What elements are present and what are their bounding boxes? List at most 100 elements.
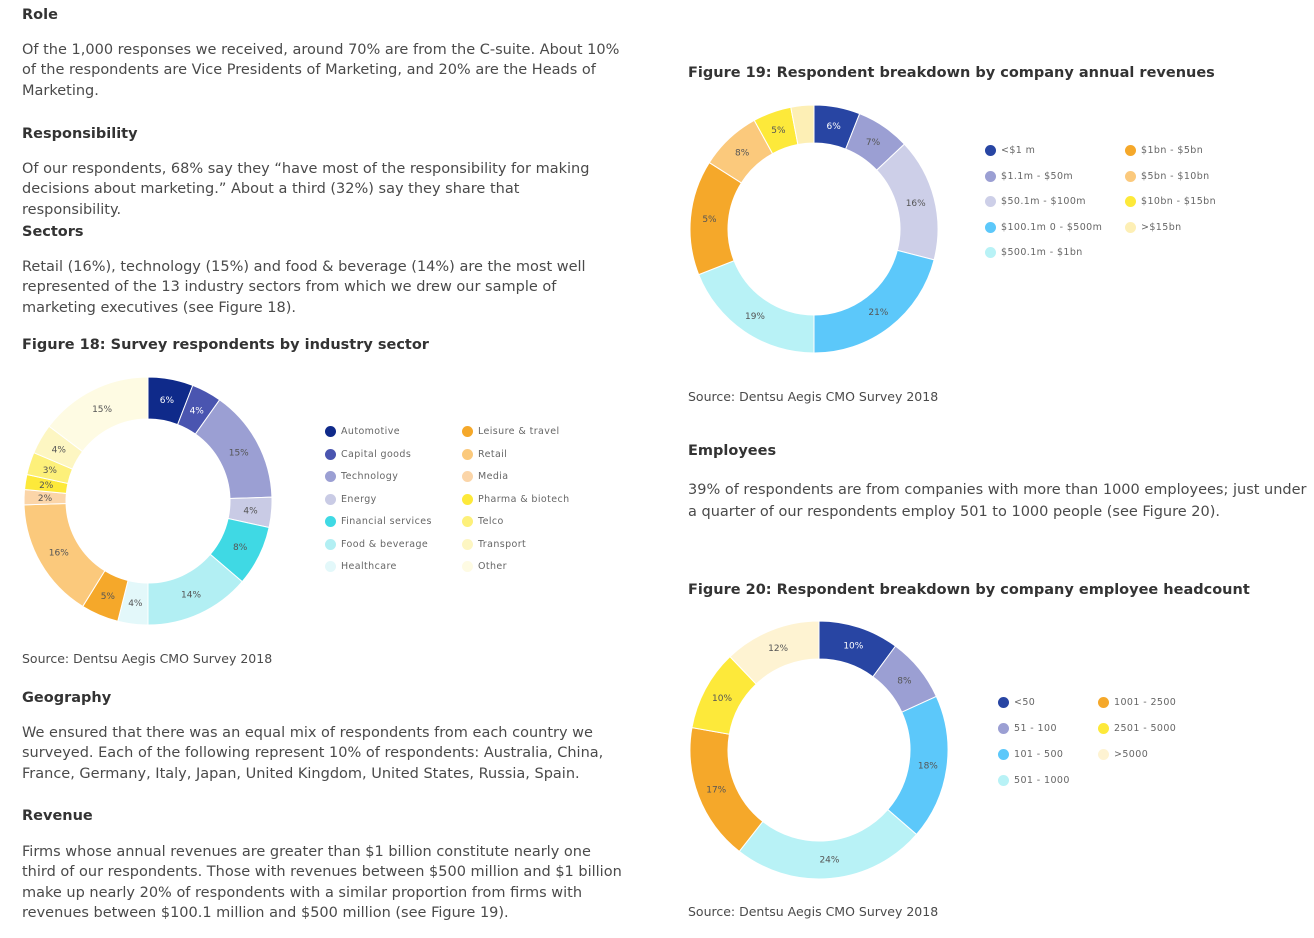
geography-text: We ensured that there was an equal mix o… bbox=[22, 725, 604, 782]
fig18-legend-swatch bbox=[462, 561, 473, 572]
fig19-legend-swatch bbox=[985, 247, 996, 258]
fig18-slice-label: 8% bbox=[233, 543, 248, 553]
figure-18-title: Figure 18: Survey respondents by industr… bbox=[22, 337, 429, 353]
fig19-legend-item: $1.1m - $50m bbox=[985, 170, 1073, 182]
fig20-legend-swatch bbox=[998, 697, 1009, 708]
fig20-legend-swatch bbox=[998, 723, 1009, 734]
fig19-legend-label: $500.1m - $1bn bbox=[1001, 247, 1083, 258]
role-text: Of the 1,000 responses we received, arou… bbox=[22, 42, 620, 99]
fig19-slice-label: 8% bbox=[735, 148, 750, 158]
fig19-legend-item: $100.1m 0 - $500m bbox=[985, 221, 1102, 233]
sectors-heading: Sectors bbox=[22, 224, 84, 240]
fig18-slice-label: 3% bbox=[43, 466, 58, 476]
fig18-legend-swatch bbox=[462, 493, 473, 505]
fig18-legend-swatch bbox=[325, 538, 336, 550]
fig18-slice-label: 4% bbox=[243, 507, 258, 517]
fig20-legend-label: >5000 bbox=[1114, 749, 1149, 760]
fig18-slice-label: 4% bbox=[128, 599, 143, 609]
fig20-slice-label: 18% bbox=[918, 762, 938, 772]
fig18-slice-label: 5% bbox=[101, 592, 116, 602]
fig18-slice-label: 6% bbox=[160, 396, 175, 406]
fig20-slice-label: 10% bbox=[843, 641, 863, 651]
fig19-legend-item: >$15bn bbox=[1125, 221, 1182, 233]
fig19-legend-swatch bbox=[1125, 170, 1136, 182]
fig18-slice bbox=[48, 376, 149, 453]
fig18-legend-item: Transport bbox=[462, 538, 526, 550]
fig20-legend-item: <50 bbox=[998, 697, 1035, 708]
fig19-slice bbox=[813, 249, 935, 354]
fig20-slice-label: 12% bbox=[768, 644, 788, 654]
fig19-legend-item: $10bn - $15bn bbox=[1125, 196, 1216, 207]
fig19-slice bbox=[698, 260, 815, 354]
employees-heading: Employees bbox=[688, 443, 777, 459]
fig18-slice-label: 16% bbox=[49, 549, 69, 559]
fig20-legend-item: >5000 bbox=[1098, 749, 1148, 760]
fig18-legend-item: Leisure & travel bbox=[462, 426, 560, 437]
fig19-legend-item: $5bn - $10bn bbox=[1125, 170, 1210, 182]
fig18-legend-swatch bbox=[462, 448, 473, 460]
fig19-slice bbox=[790, 104, 815, 146]
fig20-slice-label: 17% bbox=[706, 785, 726, 795]
fig18-legend-item: Energy bbox=[325, 493, 377, 505]
responsibility-text: Of our respondents, 68% say they “have m… bbox=[22, 161, 590, 218]
responsibility-heading: Responsibility bbox=[22, 126, 138, 142]
fig20-slice-label: 24% bbox=[819, 856, 839, 866]
fig19-slice-label: 16% bbox=[906, 199, 926, 209]
fig18-legend-item: Media bbox=[462, 471, 509, 482]
figure-20-donut-chart: 10% 8% 18% 24% 17% 10% 12% bbox=[689, 620, 949, 880]
figure-18-source: Source: Dentsu Aegis CMO Survey 2018 bbox=[22, 651, 273, 666]
fig18-slice-label: 14% bbox=[181, 591, 201, 601]
fig20-legend-swatch bbox=[1098, 697, 1109, 708]
fig18-legend-label: Capital goods bbox=[341, 448, 412, 460]
fig18-legend-label: Food & beverage bbox=[341, 538, 429, 550]
fig18-legend-swatch bbox=[325, 471, 336, 482]
fig19-legend-item: <$1 m bbox=[985, 145, 1035, 156]
figure-18-donut-chart: 6% 4% 15% 4% 8% 14% 4% 5% 16% 2% 2% 3% 4% 15% bbox=[23, 376, 273, 626]
geography-heading: Geography bbox=[22, 690, 112, 706]
fig18-legend-label: Technology bbox=[341, 471, 399, 482]
fig18-legend-item: Telco bbox=[462, 516, 504, 527]
role-heading: Role bbox=[22, 7, 58, 23]
fig19-legend-swatch bbox=[1125, 196, 1136, 207]
fig18-legend-label: Telco bbox=[478, 516, 504, 527]
fig18-legend-swatch bbox=[462, 516, 473, 527]
fig18-legend-label: Energy bbox=[341, 493, 377, 505]
fig20-legend-label: <50 bbox=[1014, 697, 1036, 708]
fig20-legend-label: 101 - 500 bbox=[1014, 749, 1064, 760]
figure-19-source: Source: Dentsu Aegis CMO Survey 2018 bbox=[688, 389, 939, 404]
fig19-slice-label: 6% bbox=[827, 122, 842, 132]
fig18-legend-item: Healthcare bbox=[325, 561, 397, 572]
figure-19-title: Figure 19: Respondent breakdown by compa… bbox=[688, 65, 1215, 81]
figure-20-source: Source: Dentsu Aegis CMO Survey 2018 bbox=[688, 904, 939, 919]
fig18-slice-label: 4% bbox=[52, 446, 67, 456]
figure-19-legend: <$1 m $1bn - $5bn $1.1m - $50m $5bn - $10bn… bbox=[985, 145, 1245, 265]
fig18-slice-label: 15% bbox=[229, 448, 249, 458]
fig18-legend-swatch bbox=[325, 426, 336, 437]
figure-20-legend: <50 1001 - 2500 51 - 100 2501 - 5000 101 - 5… bbox=[998, 697, 1218, 797]
fig19-legend-swatch bbox=[985, 145, 996, 156]
fig20-legend-swatch bbox=[998, 775, 1009, 786]
fig18-legend-swatch bbox=[325, 561, 336, 572]
fig19-legend-item: $500.1m - $1bn bbox=[985, 247, 1083, 258]
fig19-legend-swatch bbox=[985, 170, 996, 182]
fig18-slice-label: 2% bbox=[38, 494, 53, 504]
fig18-legend-label: Automotive bbox=[341, 426, 400, 437]
fig19-slice-label: 5% bbox=[771, 126, 786, 136]
fig19-legend-item: $1bn - $5bn bbox=[1125, 145, 1203, 156]
fig18-legend-item: Financial services bbox=[325, 516, 432, 527]
fig20-legend-item: 1001 - 2500 bbox=[1098, 697, 1176, 708]
employees-text: 39% of respondents are from companies wi… bbox=[688, 482, 1307, 520]
fig18-legend-swatch bbox=[325, 448, 336, 460]
fig20-slice-label: 8% bbox=[897, 677, 912, 687]
fig20-slice bbox=[689, 727, 764, 853]
fig19-legend-swatch bbox=[985, 196, 996, 207]
fig18-legend-item: Retail bbox=[462, 448, 507, 460]
fig18-slice-label: 2% bbox=[39, 481, 54, 491]
fig18-legend-item: Pharma & biotech bbox=[462, 493, 570, 505]
fig19-legend-label: >$15bn bbox=[1141, 221, 1182, 233]
fig18-legend-label: Financial services bbox=[341, 516, 432, 527]
fig20-slice bbox=[729, 620, 820, 685]
fig18-legend-label: Media bbox=[478, 471, 509, 482]
fig20-legend-item: 51 - 100 bbox=[998, 723, 1057, 734]
fig18-legend-item: Other bbox=[462, 561, 507, 572]
